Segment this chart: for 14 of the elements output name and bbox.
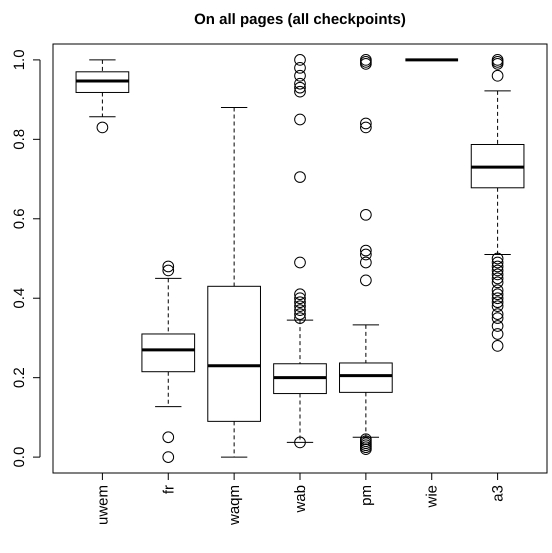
x-tick-label: fr [160,485,178,494]
y-tick-label: 0.8 [11,128,28,150]
y-tick-label: 0.2 [11,367,28,388]
x-tick-label: wab [292,485,309,514]
x-tick-label: waqm [226,485,244,526]
x-tick-label: uwem [94,485,112,526]
y-tick-label: 0.6 [11,208,28,230]
y-tick-label: 0.0 [11,446,28,468]
x-tick-label: pm [358,485,375,506]
chart-title: On all pages (all checkpoints) [194,11,406,28]
x-tick-label: wie [424,485,441,509]
x-tick-label: a3 [490,485,507,502]
y-tick-label: 0.4 [11,288,28,309]
y-tick-label: 1.0 [11,49,28,70]
